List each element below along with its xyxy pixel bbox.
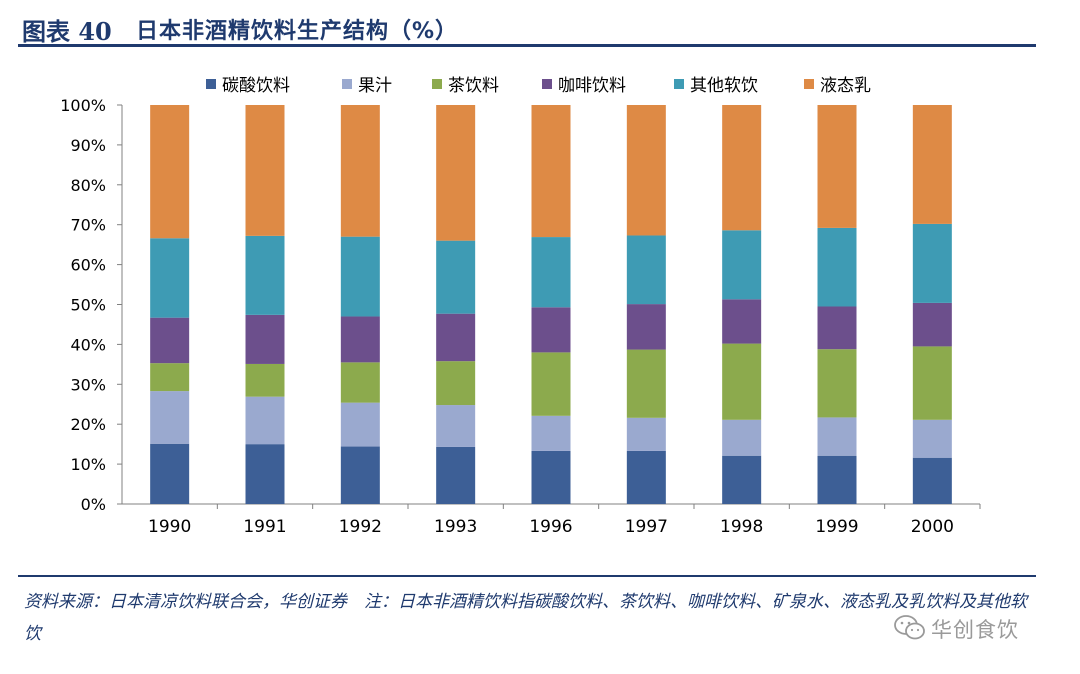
legend-swatch bbox=[432, 79, 442, 89]
bar-segment bbox=[626, 235, 666, 305]
legend-swatch bbox=[342, 79, 352, 89]
legend-label: 液态乳 bbox=[820, 76, 871, 96]
wechat-icon bbox=[894, 615, 925, 640]
y-tick-label: 0% bbox=[81, 495, 106, 514]
bar-segment bbox=[817, 306, 857, 350]
bar-segment bbox=[626, 349, 666, 418]
legend-swatch bbox=[206, 79, 216, 89]
bar-segment bbox=[150, 105, 190, 239]
bar-segment bbox=[531, 352, 571, 416]
bar-segment bbox=[150, 317, 190, 364]
bar-segment bbox=[722, 105, 762, 231]
legend-label: 其他软饮 bbox=[690, 76, 758, 96]
bar-segment bbox=[245, 235, 285, 315]
y-tick-label: 90% bbox=[70, 136, 106, 155]
bar-segment bbox=[340, 316, 380, 363]
bar-segment bbox=[340, 236, 380, 317]
bar-segment bbox=[245, 314, 285, 364]
legend-swatch bbox=[674, 79, 684, 89]
x-tick-label: 1999 bbox=[815, 517, 858, 537]
bar-segment bbox=[722, 343, 762, 420]
chart-title: 日本非酒精饮料生产结构（%） bbox=[136, 19, 459, 44]
bar-segment bbox=[531, 237, 571, 308]
x-tick-label: 1996 bbox=[529, 517, 572, 537]
legend-label: 茶饮料 bbox=[448, 76, 499, 96]
y-tick-label: 100% bbox=[60, 96, 106, 115]
bar-segment bbox=[340, 362, 380, 403]
bar-segment bbox=[626, 450, 666, 504]
y-tick-label: 20% bbox=[70, 415, 106, 434]
y-tick-label: 80% bbox=[70, 176, 106, 195]
bar-segment bbox=[436, 361, 476, 406]
bar-segment bbox=[912, 302, 952, 347]
bar-segment bbox=[436, 313, 476, 362]
title-divider bbox=[18, 44, 1036, 47]
bar-segment bbox=[626, 417, 666, 451]
bar-segment bbox=[912, 457, 952, 504]
bar-segment bbox=[912, 419, 952, 458]
bar-segment bbox=[817, 455, 857, 504]
bar-segment bbox=[340, 446, 380, 504]
x-tick-label: 1991 bbox=[243, 517, 286, 537]
bar-segment bbox=[436, 405, 476, 447]
y-tick-label: 50% bbox=[70, 296, 106, 315]
stacked-bar-chart: 0% 10% 20% 30% 40% 50% 60% 70% 80% 90% 100% 1990 199… bbox=[60, 76, 981, 537]
legend-swatch bbox=[542, 79, 552, 89]
bar-segment bbox=[436, 105, 476, 241]
y-tick-label: 70% bbox=[70, 216, 106, 235]
chart-area: 0% 10% 20% 30% 40% 50% 60% 70% 80% 90% 100% 1990 199… bbox=[0, 60, 1080, 560]
bar-segment bbox=[531, 105, 571, 238]
bar-segment bbox=[817, 417, 857, 456]
bar-segment bbox=[245, 105, 285, 236]
legend-label: 咖啡饮料 bbox=[558, 76, 626, 96]
bar-segment bbox=[150, 443, 190, 504]
bar-segment bbox=[150, 391, 190, 444]
source-note: 资料来源：日本清凉饮料联合会，华创证券 注：日本非酒精饮料指碳酸饮料、茶饮料、咖… bbox=[24, 592, 1027, 644]
legend-label: 果汁 bbox=[358, 76, 392, 96]
x-tick-label: 1990 bbox=[148, 517, 191, 537]
bar-segment bbox=[626, 304, 666, 350]
title-bar: 图表 40 日本非酒精饮料生产结构（%） bbox=[18, 10, 1036, 46]
bar-segment bbox=[340, 402, 380, 447]
figure-label: 图表 40 bbox=[22, 17, 112, 46]
bar-segment bbox=[626, 105, 666, 236]
bar-segment bbox=[912, 105, 952, 224]
bar-segment bbox=[436, 240, 476, 314]
bar-segment bbox=[912, 223, 952, 303]
bar-segment bbox=[245, 363, 285, 397]
x-tick-label: 2000 bbox=[911, 517, 954, 537]
legend-swatch bbox=[804, 79, 814, 89]
watermark: 华创食饮 bbox=[893, 612, 1053, 644]
legend-label: 碳酸饮料 bbox=[222, 76, 290, 96]
bar-segment bbox=[817, 227, 857, 307]
y-tick-label: 10% bbox=[70, 455, 106, 474]
x-tick-label: 1992 bbox=[339, 517, 382, 537]
y-tick-label: 60% bbox=[70, 256, 106, 275]
bar-segment bbox=[531, 415, 571, 451]
x-tick-label: 1993 bbox=[434, 517, 477, 537]
bar-segment bbox=[531, 307, 571, 353]
bar-segment bbox=[150, 238, 190, 318]
x-tick-label: 1998 bbox=[720, 517, 763, 537]
bar-segment bbox=[531, 450, 571, 504]
footer-divider bbox=[18, 575, 1036, 577]
bar-segment bbox=[817, 349, 857, 418]
bar-segment bbox=[245, 396, 285, 445]
bar-segment bbox=[722, 230, 762, 300]
watermark-text: 华创食饮 bbox=[931, 618, 1019, 642]
y-tick-label: 30% bbox=[70, 375, 106, 394]
bar-segment bbox=[340, 105, 380, 237]
bar-segment bbox=[722, 455, 762, 504]
bar-segment bbox=[150, 363, 190, 392]
bar-segment bbox=[245, 444, 285, 504]
bar-segment bbox=[436, 446, 476, 504]
bar-segment bbox=[722, 299, 762, 344]
x-tick-label: 1997 bbox=[625, 517, 668, 537]
bar-segment bbox=[912, 346, 952, 420]
bar-segment bbox=[722, 419, 762, 456]
y-tick-label: 40% bbox=[70, 335, 106, 354]
bar-segment bbox=[817, 105, 857, 228]
